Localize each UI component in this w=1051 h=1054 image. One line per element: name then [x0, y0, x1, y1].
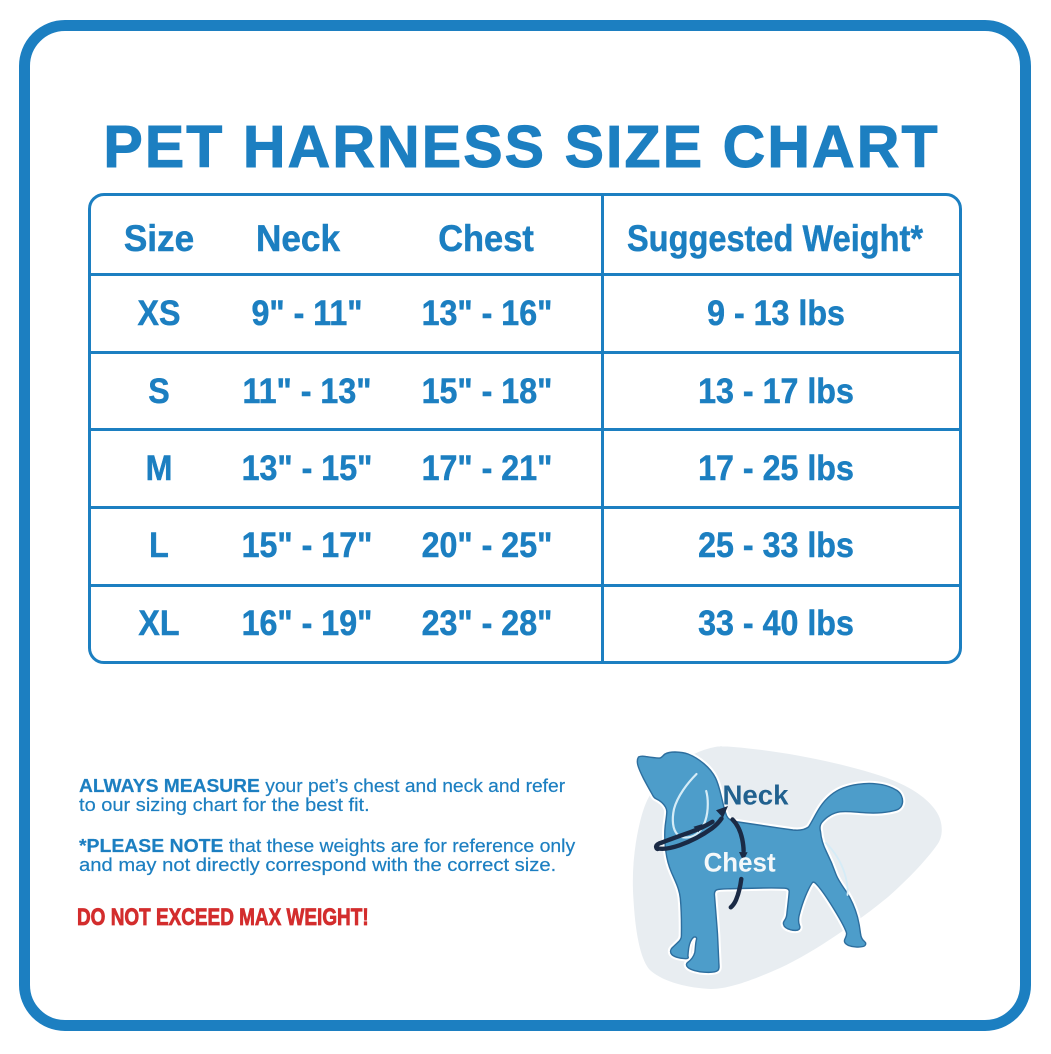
svg-text:Neck: Neck	[723, 780, 790, 811]
svg-text:Chest: Chest	[704, 847, 776, 877]
